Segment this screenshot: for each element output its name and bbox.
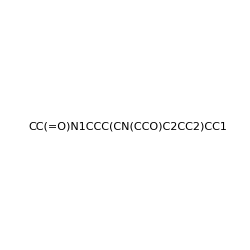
Text: CC(=O)N1CCC(CN(CCO)C2CC2)CC1: CC(=O)N1CCC(CN(CCO)C2CC2)CC1 [29, 121, 228, 131]
